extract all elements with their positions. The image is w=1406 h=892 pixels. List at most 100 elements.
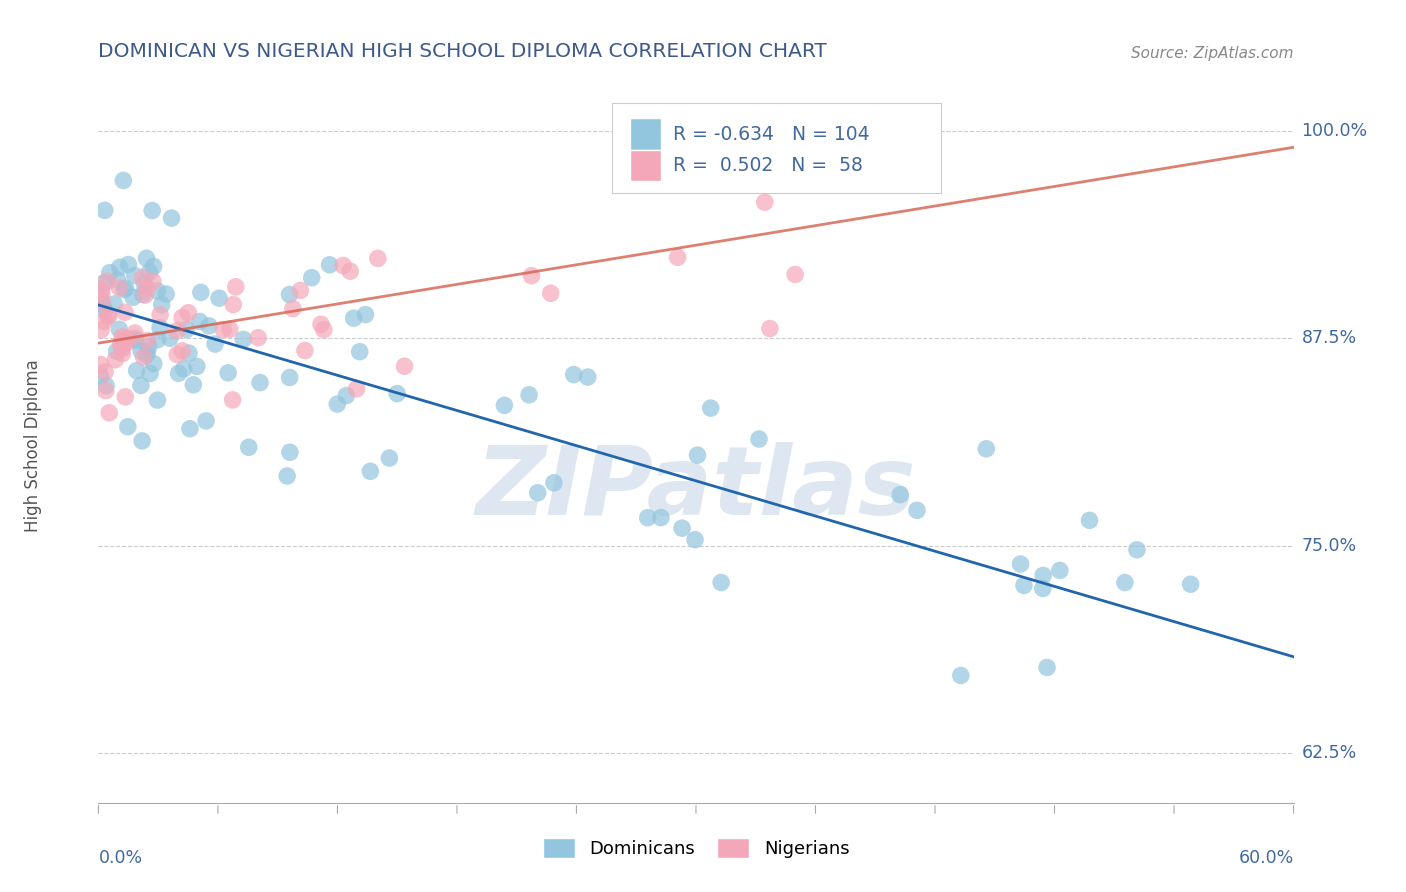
Point [183,377,205,392]
Point [889,488,911,502]
Point [93,314,115,328]
Point [278,370,301,384]
Point [122,290,145,304]
FancyBboxPatch shape [630,119,661,150]
Point [294,343,316,358]
Point [699,401,721,416]
Point [278,445,301,459]
Point [218,322,240,336]
Point [142,260,165,274]
Point [98,406,121,420]
Point [124,326,146,340]
Point [124,332,146,346]
Point [107,273,129,287]
Point [281,301,304,316]
Point [1126,542,1149,557]
Point [172,343,194,358]
Point [91,287,114,301]
Point [312,323,335,337]
Point [173,362,195,376]
Point [543,475,565,490]
Point [89,369,111,384]
Point [96,274,118,288]
Point [754,195,776,210]
Point [117,419,139,434]
Point [115,336,138,351]
Point [94,365,117,379]
Text: ZIPatlas: ZIPatlas [475,442,917,535]
Point [1078,513,1101,527]
Point [111,342,134,356]
Point [94,384,117,398]
Point [517,388,540,402]
Text: 62.5%: 62.5% [1302,744,1357,762]
Point [301,270,323,285]
Point [129,343,152,358]
Point [97,309,120,323]
Point [276,469,298,483]
Point [238,440,260,454]
Point [124,334,146,348]
Point [232,332,254,346]
Point [93,276,115,290]
Point [335,388,357,402]
Point [110,337,132,351]
Point [332,259,354,273]
Point [111,331,134,345]
Text: High School Diploma: High School Diploma [24,359,42,533]
Point [91,298,114,312]
Point [1049,564,1071,578]
Text: DOMINICAN VS NIGERIAN HIGH SCHOOL DIPLOMA CORRELATION CHART: DOMINICAN VS NIGERIAN HIGH SCHOOL DIPLOM… [98,42,827,61]
Point [90,358,112,372]
Point [367,252,389,266]
Text: R = -0.634   N = 104: R = -0.634 N = 104 [673,125,870,144]
Point [683,533,706,547]
Text: Source: ZipAtlas.com: Source: ZipAtlas.com [1130,45,1294,61]
Point [1012,578,1035,592]
Text: 0.0%: 0.0% [98,849,142,867]
Point [114,305,136,319]
Point [190,285,212,300]
Text: 100.0%: 100.0% [1302,121,1368,140]
Text: R =  0.502   N =  58: R = 0.502 N = 58 [673,156,863,175]
Point [343,311,366,326]
Point [141,203,163,218]
Point [394,359,416,374]
Point [89,288,111,302]
Point [146,284,169,298]
Point [103,297,125,311]
Point [136,345,159,359]
Point [90,282,112,296]
Point [138,265,160,279]
Point [204,337,226,351]
Point [129,378,152,392]
Point [278,287,301,301]
Point [520,268,543,283]
Point [179,422,201,436]
Point [650,510,672,524]
FancyBboxPatch shape [630,150,661,181]
Text: 60.0%: 60.0% [1239,849,1294,867]
Point [1032,582,1054,596]
Point [221,392,243,407]
Point [326,397,349,411]
Point [167,367,190,381]
Point [91,295,114,310]
Point [114,390,136,404]
Point [217,366,239,380]
Point [526,485,548,500]
Point [97,310,120,324]
Point [118,332,141,346]
Point [208,291,231,305]
Point [949,668,972,682]
Point [149,321,172,335]
Point [177,306,200,320]
Point [131,434,153,448]
Point [93,203,115,218]
Point [562,368,585,382]
Point [1010,557,1032,571]
Point [166,324,188,338]
Point [576,370,599,384]
Point [125,364,148,378]
Point [117,258,139,272]
